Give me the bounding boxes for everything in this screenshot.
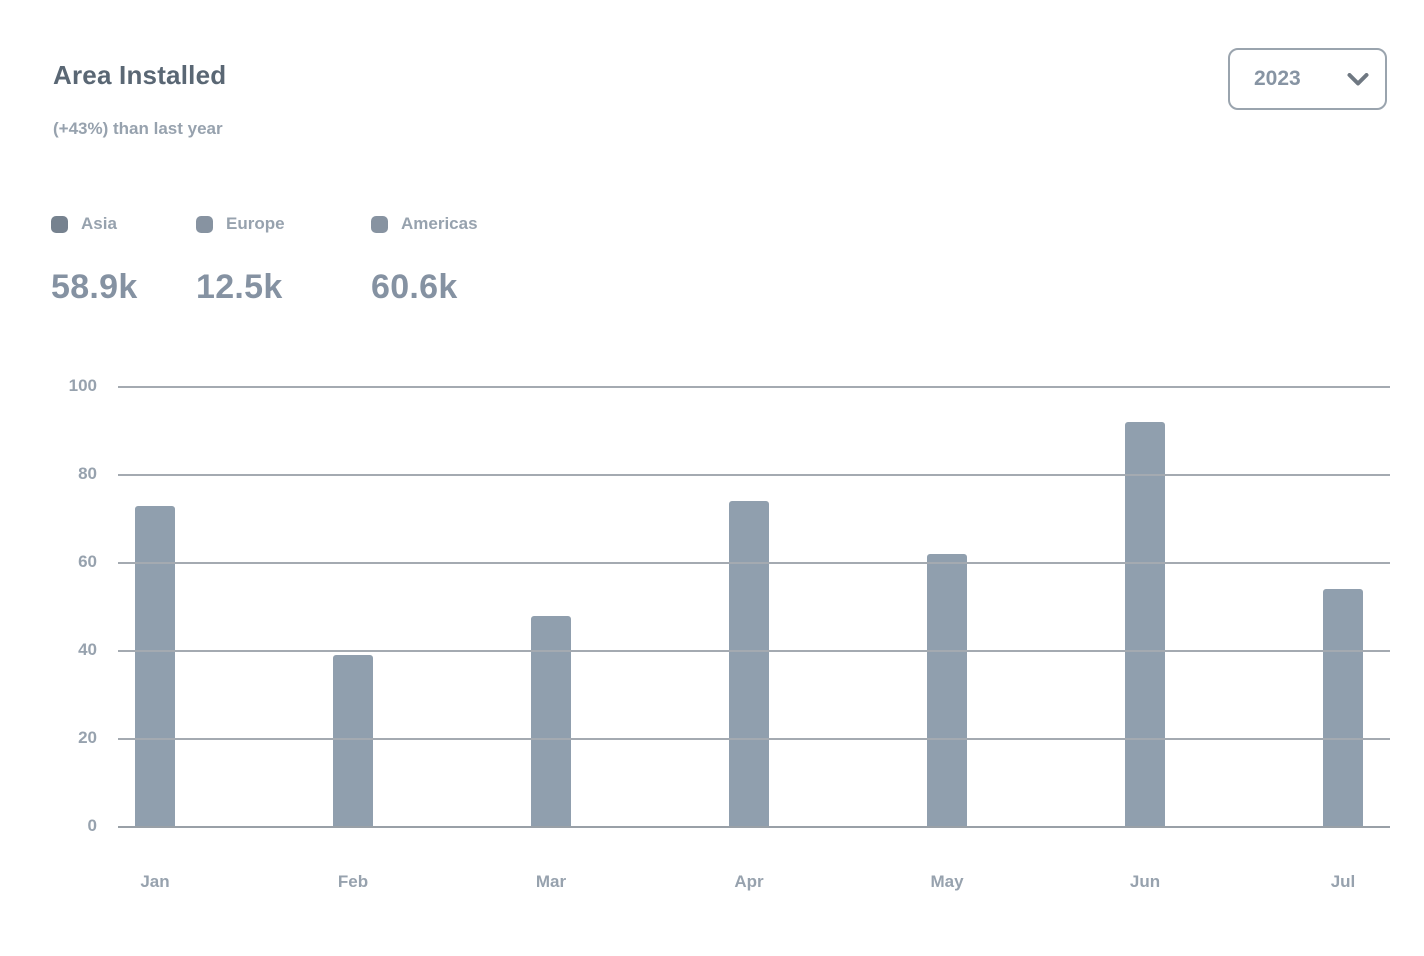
legend-total: 60.6k bbox=[371, 268, 458, 306]
y-axis-tick-80: 80 bbox=[78, 464, 97, 483]
year-select-value: 2023 bbox=[1254, 67, 1301, 90]
x-axis-tick-jul: Jul bbox=[1330, 872, 1356, 891]
chart-bar-feb[interactable] bbox=[333, 655, 373, 827]
legend-dot-americas-icon bbox=[371, 215, 388, 233]
gridline-40 bbox=[118, 650, 1390, 652]
chart-subtitle: (+43%) than last year bbox=[53, 119, 223, 138]
page-title: Area Installed bbox=[53, 60, 227, 90]
legend-item-europe: Europe 12.5k bbox=[196, 209, 285, 307]
y-axis-tick-60: 60 bbox=[78, 552, 97, 571]
y-axis-tick-0: 0 bbox=[87, 816, 97, 835]
legend-label: Americas bbox=[401, 214, 478, 233]
chevron-down-icon bbox=[1347, 72, 1369, 86]
legend-total: 12.5k bbox=[196, 268, 283, 306]
chart-bar-jul[interactable] bbox=[1323, 589, 1363, 827]
x-axis-tick-mar: Mar bbox=[535, 872, 567, 891]
x-axis-tick-may: May bbox=[930, 872, 964, 891]
legend-label: Asia bbox=[81, 214, 117, 233]
gridline-20 bbox=[118, 738, 1390, 740]
gridline-80 bbox=[118, 474, 1390, 476]
x-axis-tick-jun: Jun bbox=[1129, 872, 1161, 891]
chart-bar-may[interactable] bbox=[927, 554, 967, 827]
x-axis-tick-feb: Feb bbox=[337, 872, 369, 891]
chart-bar-apr[interactable] bbox=[729, 501, 769, 827]
y-axis-tick-40: 40 bbox=[78, 640, 97, 659]
legend-label: Europe bbox=[226, 214, 285, 233]
gridline-60 bbox=[118, 562, 1390, 564]
legend-dot-asia-icon bbox=[51, 215, 68, 233]
gridline-0 bbox=[118, 826, 1390, 828]
chart-bar-jan[interactable] bbox=[135, 505, 175, 827]
y-axis-tick-100: 100 bbox=[68, 376, 97, 395]
legend-total: 58.9k bbox=[51, 268, 138, 306]
x-axis-tick-apr: Apr bbox=[734, 872, 764, 891]
legend-item-asia: Asia 58.9k bbox=[51, 209, 138, 307]
y-axis-tick-20: 20 bbox=[78, 728, 97, 747]
x-axis-tick-jan: Jan bbox=[140, 872, 170, 891]
chart-bar-jun[interactable] bbox=[1125, 422, 1165, 827]
year-select[interactable]: 2023 bbox=[1228, 48, 1387, 110]
legend-item-americas: Americas 60.6k bbox=[371, 209, 478, 307]
gridline-100 bbox=[118, 386, 1390, 388]
chart-bar-mar[interactable] bbox=[531, 615, 571, 827]
legend-dot-europe-icon bbox=[196, 215, 213, 233]
